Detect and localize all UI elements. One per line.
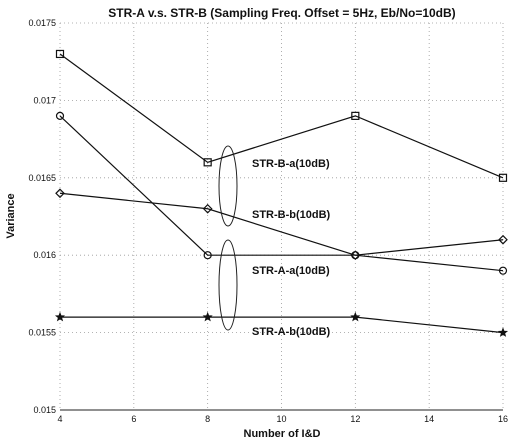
diamond-marker	[202, 203, 213, 214]
x-tick-label: 14	[424, 414, 434, 424]
series-layer	[54, 49, 509, 337]
diamond-series-line	[59, 192, 504, 256]
label-str-b-b: STR-B-b(10dB)	[252, 209, 331, 221]
square-marker	[351, 111, 360, 120]
chart-title: STR-A v.s. STR-B (Sampling Freq. Offset …	[108, 6, 455, 20]
star-marker	[54, 311, 66, 322]
y-tick-label: 0.015	[33, 405, 56, 415]
square-series-line	[59, 53, 504, 179]
y-tick-label: 0.0155	[28, 328, 56, 338]
ellipse-str-b	[218, 145, 238, 227]
square-marker	[203, 158, 212, 167]
star-series-line	[60, 316, 504, 334]
annotations: STR-B-a(10dB) STR-B-b(10dB) STR-A-a(10dB…	[218, 145, 331, 338]
y-tick-label: 0.0165	[28, 173, 56, 183]
ellipse-str-a	[218, 239, 238, 331]
grid	[59, 22, 504, 411]
x-tick-label: 12	[350, 414, 360, 424]
diamond-marker	[498, 234, 508, 245]
star-marker	[202, 311, 213, 322]
x-axis-label: Number of I&D	[244, 428, 321, 440]
diamond-marker	[55, 188, 65, 199]
square-marker	[55, 49, 65, 59]
axes: 0.015 0.0155 0.016 0.0165 0.017 0.0175 4 6 8 10 12…	[28, 18, 508, 424]
circle-marker	[55, 111, 65, 120]
x-tick-label: 8	[205, 414, 210, 424]
y-axis-label: Variance	[5, 193, 17, 238]
x-tick-label: 16	[498, 414, 508, 424]
circle-marker	[203, 251, 212, 260]
label-str-b-a: STR-B-a(10dB)	[252, 158, 330, 170]
x-tick-label: 10	[276, 414, 286, 424]
square-marker	[498, 173, 508, 182]
x-tick-label: 4	[57, 414, 62, 424]
label-str-a-b: STR-A-b(10dB)	[252, 326, 331, 338]
y-tick-label: 0.0175	[28, 18, 56, 28]
circle-marker	[498, 266, 508, 275]
star-marker	[497, 327, 509, 337]
star-marker	[350, 311, 361, 322]
circle-marker	[351, 251, 360, 260]
y-tick-label: 0.017	[33, 95, 56, 105]
x-tick-label: 6	[131, 414, 136, 424]
y-tick-label: 0.016	[33, 250, 56, 260]
circle-series-line	[59, 115, 504, 272]
label-str-a-a: STR-A-a(10dB)	[252, 265, 330, 277]
